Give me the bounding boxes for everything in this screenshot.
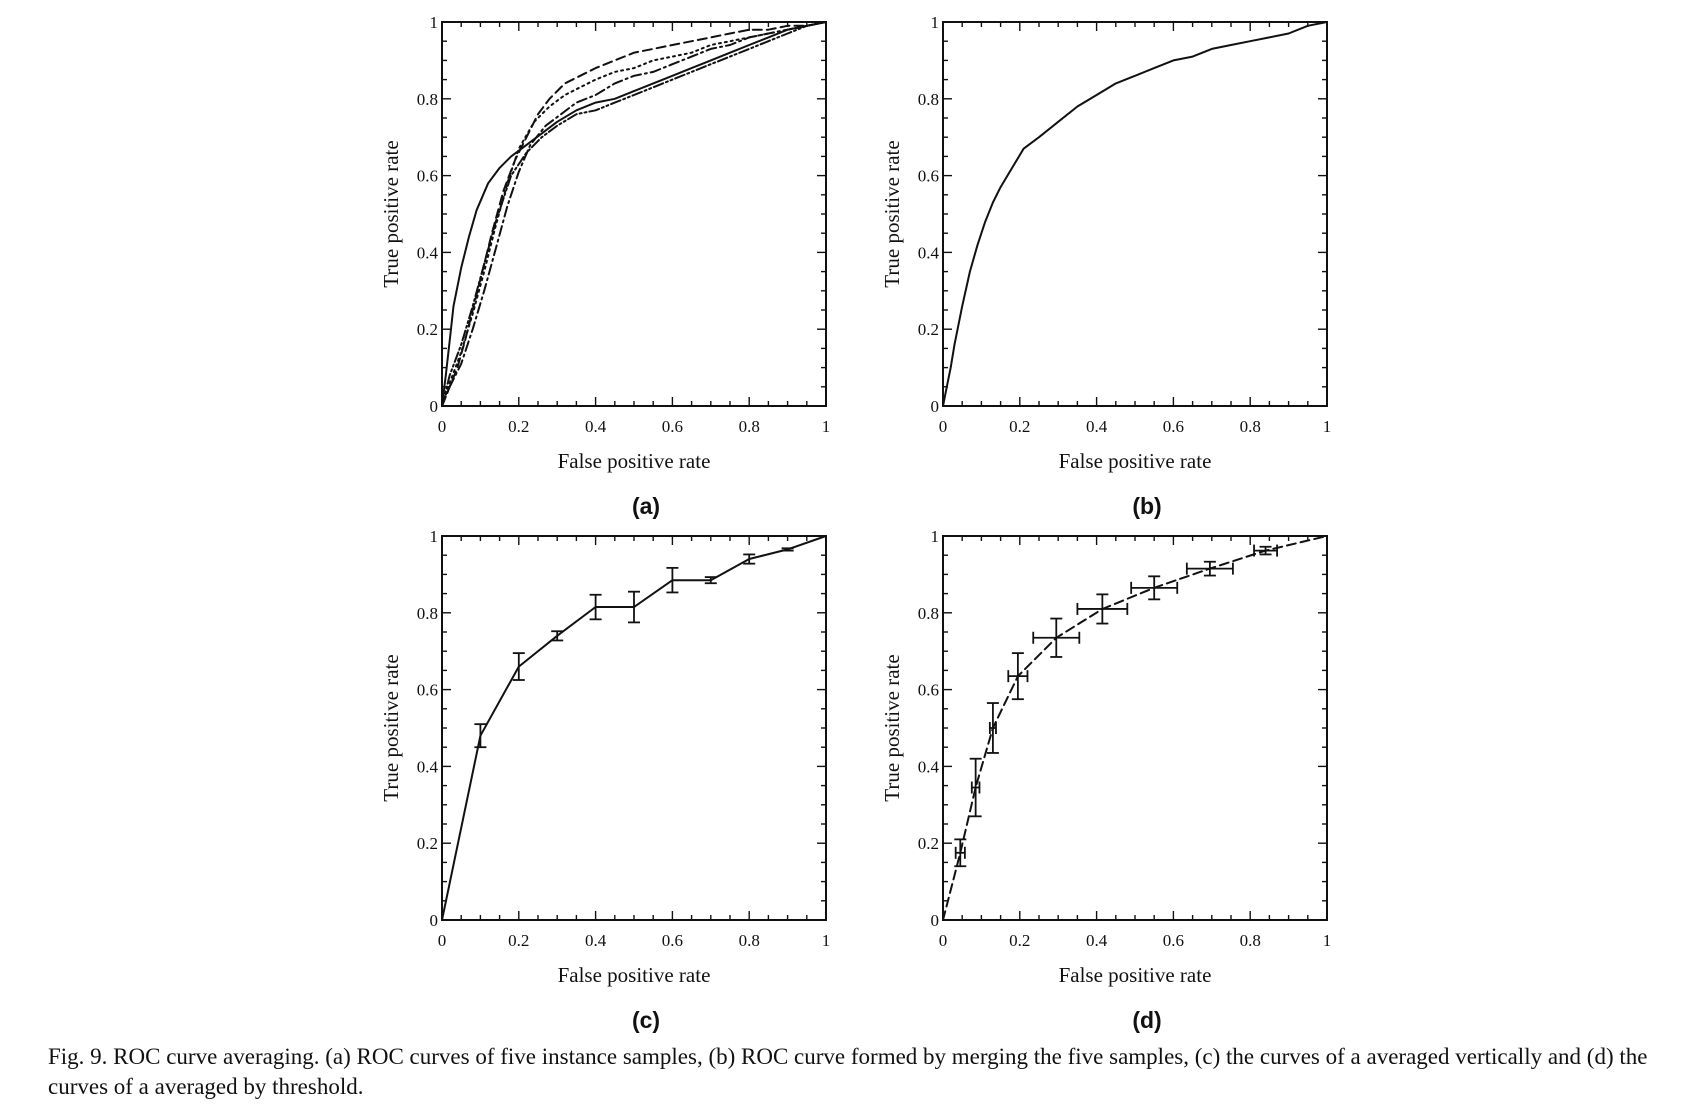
y-tick-label: 0 <box>931 397 940 416</box>
x-axis-title: False positive rate <box>558 449 711 473</box>
y-tick-label: 0.4 <box>918 757 940 776</box>
x-tick-label: 1 <box>822 417 831 436</box>
series-line-1 <box>441 21 827 407</box>
x-axis-title: False positive rate <box>558 963 711 987</box>
y-tick-label: 0 <box>430 911 439 930</box>
y-tick-label: 0.4 <box>918 243 940 262</box>
y-tick-label: 1 <box>430 527 439 546</box>
y-tick-label: 0.8 <box>918 604 939 623</box>
y-tick-label: 0.2 <box>417 834 438 853</box>
x-tick-label: 0 <box>438 931 447 950</box>
panel-label: (a) <box>632 493 660 519</box>
y-tick-label: 0 <box>430 397 439 416</box>
figure-caption: Fig. 9. ROC curve averaging. (a) ROC cur… <box>48 1044 1648 1099</box>
series-line-4 <box>441 21 827 407</box>
x-axis-title: False positive rate <box>1059 449 1212 473</box>
y-tick-label: 0.2 <box>918 320 939 339</box>
y-tick-label: 0.8 <box>918 90 939 109</box>
y-tick-label: 0.8 <box>417 604 438 623</box>
x-tick-label: 0.6 <box>662 931 683 950</box>
y-axis-title: True positive rate <box>880 654 904 801</box>
x-tick-label: 1 <box>1323 931 1332 950</box>
x-tick-label: 0.6 <box>662 417 683 436</box>
x-tick-label: 0.2 <box>1009 417 1030 436</box>
plot-frame <box>942 21 1328 407</box>
y-tick-label: 0.4 <box>417 243 439 262</box>
x-tick-label: 0.8 <box>1240 931 1261 950</box>
x-tick-label: 0.2 <box>508 417 529 436</box>
y-tick-label: 0.2 <box>417 320 438 339</box>
y-tick-label: 0 <box>931 911 940 930</box>
y-tick-label: 0.6 <box>918 167 939 186</box>
panel-label: (d) <box>1132 1007 1161 1033</box>
x-tick-label: 0.2 <box>1009 931 1030 950</box>
plot-frame <box>942 535 1328 921</box>
panel-label: (c) <box>632 1007 660 1033</box>
x-tick-label: 0 <box>939 417 948 436</box>
panel-d: 0 0.2 0.4 0.6 0.8 1 0 0.2 0.4 0.6 0.8 1 False positi… <box>880 527 1331 1033</box>
x-tick-label: 0 <box>438 417 447 436</box>
panel-b: 0 0.2 0.4 0.6 0.8 1 0 0.2 0.4 0.6 0.8 1 False positi… <box>880 13 1331 519</box>
y-tick-label: 1 <box>931 13 940 32</box>
x-tick-label: 0.4 <box>1086 417 1108 436</box>
y-axis-title: True positive rate <box>379 654 403 801</box>
panel-label: (b) <box>1132 493 1161 519</box>
y-tick-label: 1 <box>430 13 439 32</box>
panel-c: 0 0.2 0.4 0.6 0.8 1 0 0.2 0.4 0.6 0.8 1 False positi… <box>379 527 830 1033</box>
x-tick-label: 0.4 <box>585 417 607 436</box>
x-tick-label: 1 <box>822 931 831 950</box>
y-tick-label: 0.6 <box>918 681 939 700</box>
x-tick-label: 0.8 <box>739 417 760 436</box>
series-line-1 <box>942 21 1328 407</box>
x-axis-title: False positive rate <box>1059 963 1212 987</box>
x-tick-label: 1 <box>1323 417 1332 436</box>
x-tick-label: 0.8 <box>1240 417 1261 436</box>
x-tick-label: 0.8 <box>739 931 760 950</box>
y-tick-label: 0.2 <box>918 834 939 853</box>
y-tick-label: 0.6 <box>417 167 438 186</box>
x-tick-label: 0.6 <box>1163 417 1184 436</box>
y-tick-label: 1 <box>931 527 940 546</box>
y-tick-label: 0.8 <box>417 90 438 109</box>
series-line-3 <box>441 21 827 407</box>
y-axis-title: True positive rate <box>880 140 904 287</box>
x-tick-label: 0.4 <box>585 931 607 950</box>
y-tick-label: 0.4 <box>417 757 439 776</box>
x-tick-label: 0.2 <box>508 931 529 950</box>
panel-a: 0 0.2 0.4 0.6 0.8 1 0 0.2 0.4 0.6 0.8 1 False positi… <box>379 13 830 519</box>
x-tick-label: 0.6 <box>1163 931 1184 950</box>
y-axis-title: True positive rate <box>379 140 403 287</box>
series-line-1 <box>942 535 1328 921</box>
y-tick-label: 0.6 <box>417 681 438 700</box>
x-tick-label: 0 <box>939 931 948 950</box>
x-tick-label: 0.4 <box>1086 931 1108 950</box>
series-line-5 <box>441 21 827 407</box>
